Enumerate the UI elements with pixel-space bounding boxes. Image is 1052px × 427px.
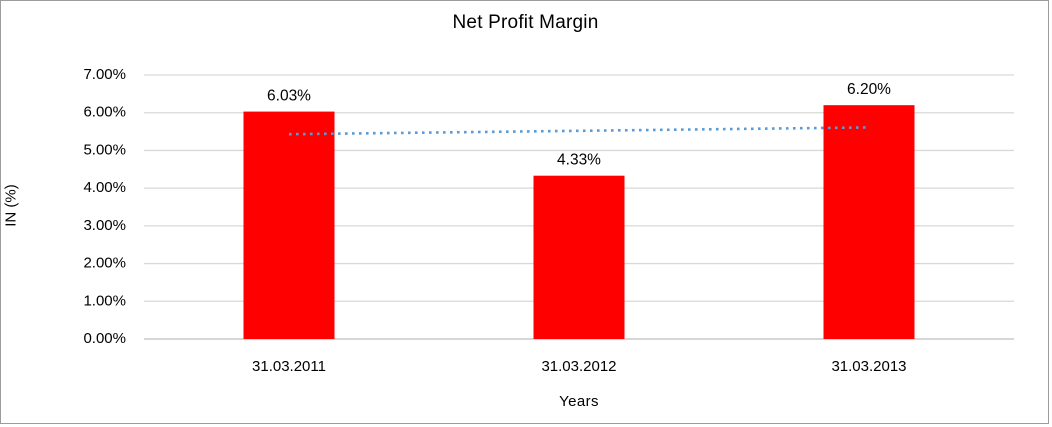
chart-title: Net Profit Margin (452, 12, 599, 33)
ytick-label: 1.00% (83, 292, 126, 309)
xtick-label: 31.03.2013 (831, 358, 906, 375)
ytick-label: 7.00% (83, 66, 126, 83)
trendline (288, 126, 870, 136)
ytick-label: 6.00% (83, 104, 126, 121)
ytick-label: 5.00% (83, 141, 126, 158)
bar (823, 105, 915, 340)
bar-data-label: 6.03% (267, 88, 311, 105)
ytick-label: 2.00% (83, 255, 126, 272)
bar-data-label: 6.20% (847, 81, 891, 98)
ytick-label: 3.00% (83, 217, 126, 234)
xtick-label: 31.03.2011 (252, 358, 326, 375)
xtick-label: 31.03.2012 (541, 358, 616, 375)
ytick-label: 0.00% (83, 330, 126, 347)
ytick-label: 4.00% (83, 179, 126, 196)
bar-data-label: 4.33% (557, 152, 601, 169)
bar (533, 175, 625, 339)
bar (243, 111, 335, 339)
x-axis-title: Years (559, 393, 599, 410)
